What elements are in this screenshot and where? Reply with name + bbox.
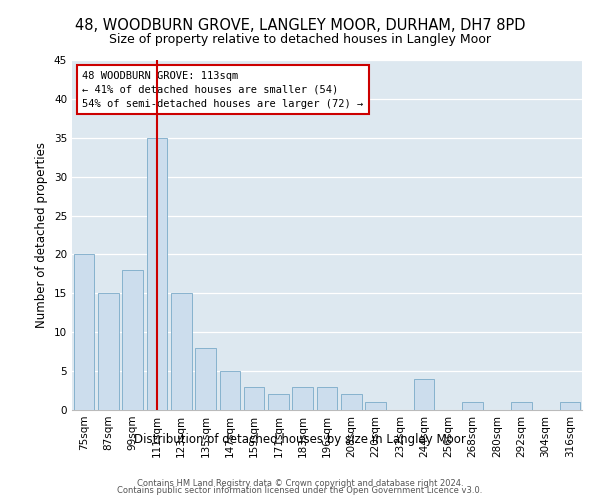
Bar	[341, 394, 362, 410]
Text: 48, WOODBURN GROVE, LANGLEY MOOR, DURHAM, DH7 8PD: 48, WOODBURN GROVE, LANGLEY MOOR, DURHAM…	[75, 18, 525, 32]
Bar	[365, 402, 386, 410]
Bar	[244, 386, 265, 410]
Bar	[317, 386, 337, 410]
Bar	[560, 402, 580, 410]
Bar	[414, 379, 434, 410]
Bar	[220, 371, 240, 410]
Text: Contains public sector information licensed under the Open Government Licence v3: Contains public sector information licen…	[118, 486, 482, 495]
Bar	[195, 348, 216, 410]
Text: Distribution of detached houses by size in Langley Moor: Distribution of detached houses by size …	[134, 432, 466, 446]
Text: 48 WOODBURN GROVE: 113sqm
← 41% of detached houses are smaller (54)
54% of semi-: 48 WOODBURN GROVE: 113sqm ← 41% of detac…	[82, 70, 364, 108]
Bar	[171, 294, 191, 410]
Bar	[146, 138, 167, 410]
Bar	[463, 402, 483, 410]
Text: Contains HM Land Registry data © Crown copyright and database right 2024.: Contains HM Land Registry data © Crown c…	[137, 478, 463, 488]
Y-axis label: Number of detached properties: Number of detached properties	[35, 142, 49, 328]
Bar	[74, 254, 94, 410]
Bar	[292, 386, 313, 410]
Bar	[511, 402, 532, 410]
Bar	[98, 294, 119, 410]
Bar	[268, 394, 289, 410]
Text: Size of property relative to detached houses in Langley Moor: Size of property relative to detached ho…	[109, 32, 491, 46]
Bar	[122, 270, 143, 410]
